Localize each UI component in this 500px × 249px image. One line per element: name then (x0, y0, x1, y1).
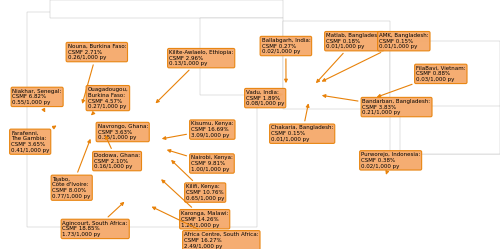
Text: Matlab, Bangladesh:
CSMF 0.18%
0.01/1,000 py: Matlab, Bangladesh: CSMF 0.18% 0.01/1,00… (316, 33, 382, 82)
Text: Vadu, India:
CSMF 1.89%
0.08/1,000 py: Vadu, India: CSMF 1.89% 0.08/1,000 py (246, 90, 284, 106)
FancyBboxPatch shape (390, 41, 500, 154)
Text: Bandarban, Bangladesh:
CSMF 3.83%
0.21/1,000 py: Bandarban, Bangladesh: CSMF 3.83% 0.21/1… (323, 95, 430, 115)
Text: Farafenni,
The Gambia:
CSMF 3.65%
0.41/1,000 py: Farafenni, The Gambia: CSMF 3.65% 0.41/1… (11, 126, 56, 153)
Text: Purworejo, Indonesia:
CSMF 0.38%
0.02/1,000 py: Purworejo, Indonesia: CSMF 0.38% 0.02/1,… (361, 152, 420, 174)
Text: Agincourt, South Africa:
CSMF 18.85%
1.73/1,000 py: Agincourt, South Africa: CSMF 18.85% 1.7… (62, 203, 128, 237)
Text: FilaBavi, Vietnam:
CSMF 0.88%
0.03/1,000 py: FilaBavi, Vietnam: CSMF 0.88% 0.03/1,000… (378, 65, 466, 97)
Text: Nouna, Burkina Faso:
CSMF 2.71%
0.26/1,000 py: Nouna, Burkina Faso: CSMF 2.71% 0.26/1,0… (68, 44, 126, 103)
Text: Dodowa, Ghana:
CSMF 2.10%
0.16/1,000 py: Dodowa, Ghana: CSMF 2.10% 0.16/1,000 py (94, 136, 140, 169)
FancyBboxPatch shape (400, 106, 500, 154)
Text: Africa Centre, South Africa:
CSMF 16.27%
2.49/1,000 py: Africa Centre, South Africa: CSMF 16.27%… (152, 207, 258, 249)
Text: Kilifi, Kenya:
CSMF 10.76%
0.65/1,000 py: Kilifi, Kenya: CSMF 10.76% 0.65/1,000 py (172, 161, 225, 201)
FancyBboxPatch shape (284, 21, 390, 109)
Text: Ballabgarh, India:
CSMF 0.27%
0.02/1,000 py: Ballabgarh, India: CSMF 0.27% 0.02/1,000… (262, 38, 310, 82)
Text: AMK, Bangladesh:
CSMF 0.15%
0.01/1,000 py: AMK, Bangladesh: CSMF 0.15% 0.01/1,000 p… (322, 33, 428, 81)
Text: Chakaria, Bangladesh:
CSMF 0.15%
0.01/1,000 py: Chakaria, Bangladesh: CSMF 0.15% 0.01/1,… (271, 105, 334, 142)
Text: Ouagadougou,
Burkina Faso:
CSMF 4.57%
0.27/1,000 py: Ouagadougou, Burkina Faso: CSMF 4.57% 0.… (88, 87, 128, 115)
FancyBboxPatch shape (200, 18, 283, 95)
FancyBboxPatch shape (50, 0, 284, 18)
Text: Karonga, Malawi:
CSMF 14.26%
1.25/1,000 py: Karonga, Malawi: CSMF 14.26% 1.25/1,000 … (162, 180, 228, 228)
Text: Niakhar, Senegal:
CSMF 6.82%
0.55/1,000 py: Niakhar, Senegal: CSMF 6.82% 0.55/1,000 … (12, 89, 62, 112)
Text: Taabo,
Côte d'Ivoire:
CSMF 8.00%
0.77/1,000 py: Taabo, Côte d'Ivoire: CSMF 8.00% 0.77/1,… (52, 140, 91, 199)
Text: Kilite-Awlaelo, Ethiopia:
CSMF 2.96%
0.13/1,000 py: Kilite-Awlaelo, Ethiopia: CSMF 2.96% 0.1… (156, 50, 234, 103)
FancyBboxPatch shape (26, 12, 256, 228)
Text: Navrongo, Ghana:
CSMF 3.63%
0.35/1,000 py: Navrongo, Ghana: CSMF 3.63% 0.35/1,000 p… (98, 124, 148, 140)
Text: Kisumu, Kenya:
CSMF 16.69%
3.09/1,000 py: Kisumu, Kenya: CSMF 16.69% 3.09/1,000 py (163, 121, 234, 139)
Text: Nairobi, Kenya:
CSMF 9.81%
1.00/1,000 py: Nairobi, Kenya: CSMF 9.81% 1.00/1,000 py (168, 150, 233, 172)
